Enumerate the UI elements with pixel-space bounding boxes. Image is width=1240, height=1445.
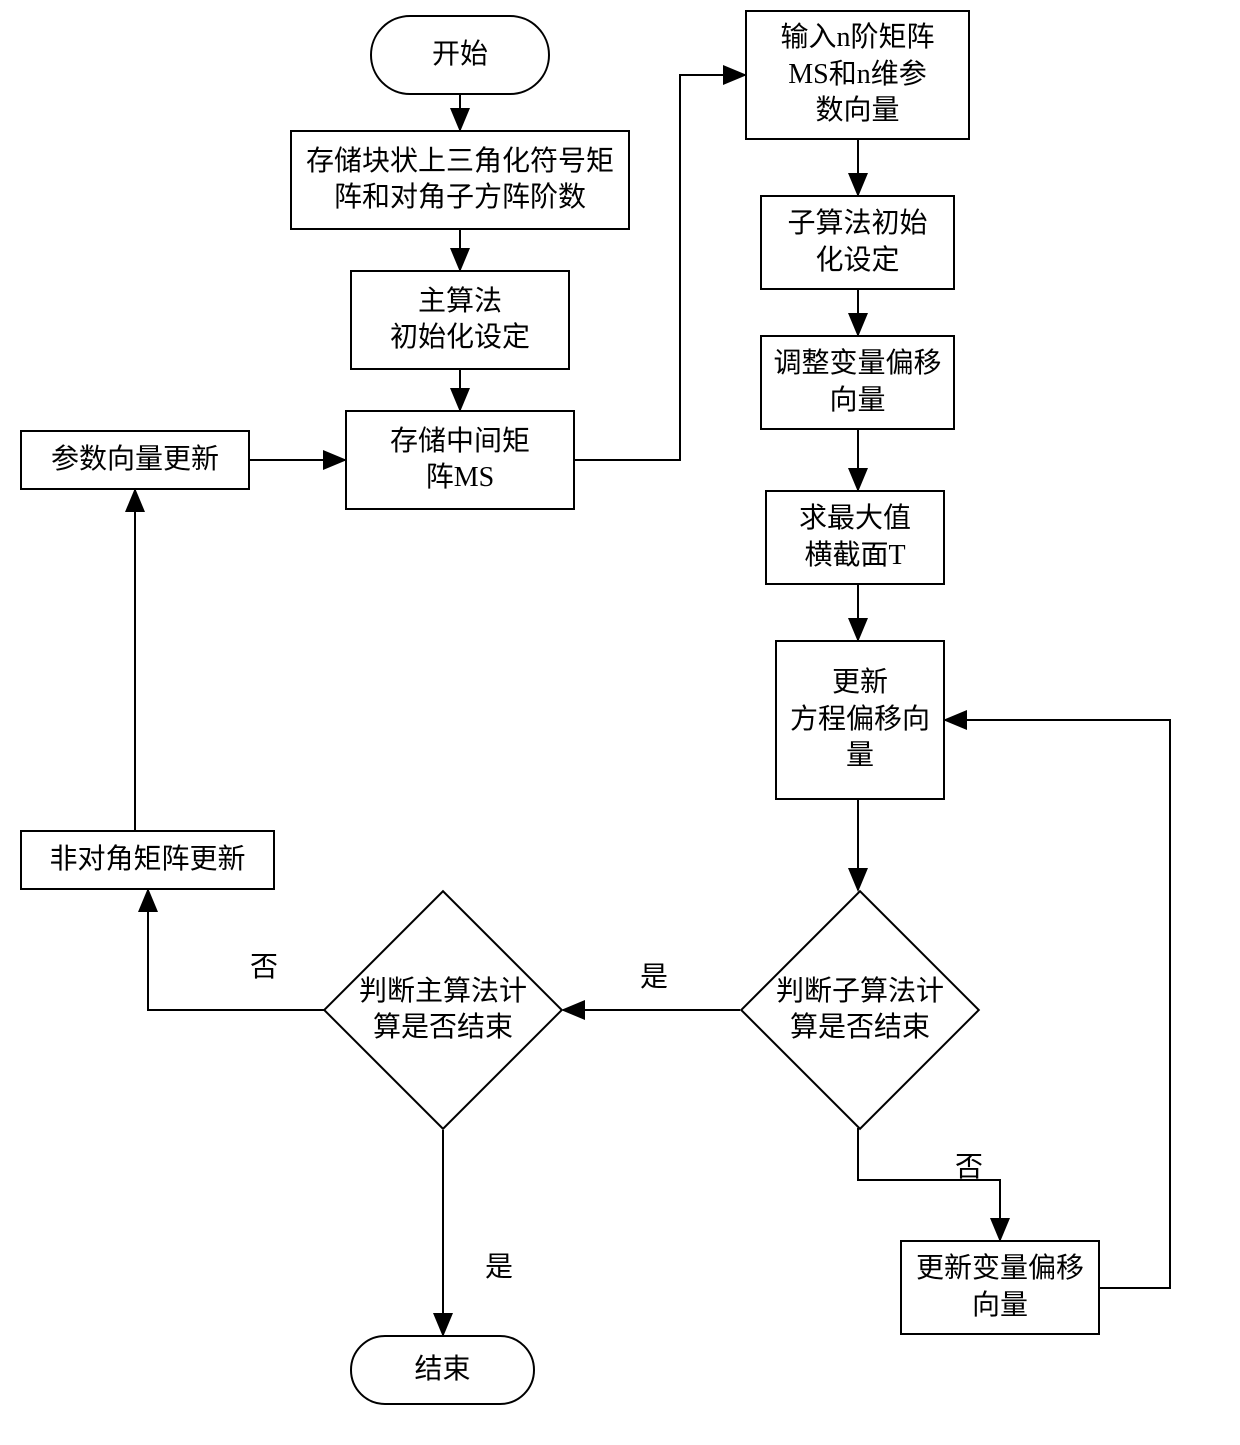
edge-label-main-no: 否 bbox=[250, 945, 278, 985]
node-dec-main-label: 判断主算法计算是否结束 bbox=[359, 974, 527, 1047]
node-store-ms: 存储中间矩阵MS bbox=[345, 410, 575, 510]
edge-label-sub-yes: 是 bbox=[640, 955, 668, 995]
node-max-cross: 求最大值横截面T bbox=[765, 490, 945, 585]
node-store-block-label: 存储块状上三角化符号矩阵和对角子方阵阶数 bbox=[300, 144, 620, 217]
node-input-ms: 输入n阶矩阵MS和n维参数向量 bbox=[745, 10, 970, 140]
edge-label-sub-no-text: 否 bbox=[955, 1152, 983, 1183]
edge-label-sub-no: 否 bbox=[955, 1145, 983, 1185]
node-store-block: 存储块状上三角化符号矩阵和对角子方阵阶数 bbox=[290, 130, 630, 230]
node-end: 结束 bbox=[350, 1335, 535, 1405]
node-param-update-label: 参数向量更新 bbox=[51, 442, 219, 478]
node-adjust-var: 调整变量偏移向量 bbox=[760, 335, 955, 430]
node-sub-init-label: 子算法初始化设定 bbox=[787, 206, 927, 279]
node-input-ms-label: 输入n阶矩阵MS和n维参数向量 bbox=[780, 20, 934, 129]
node-end-label: 结束 bbox=[414, 1352, 470, 1388]
node-max-cross-label: 求最大值横截面T bbox=[799, 501, 911, 574]
node-main-init: 主算法初始化设定 bbox=[350, 270, 570, 370]
node-start: 开始 bbox=[370, 15, 550, 95]
node-start-label: 开始 bbox=[432, 37, 488, 73]
node-offdiag-update: 非对角矩阵更新 bbox=[20, 830, 275, 890]
node-adjust-var-label: 调整变量偏移向量 bbox=[773, 346, 941, 419]
node-sub-init: 子算法初始化设定 bbox=[760, 195, 955, 290]
node-update-var: 更新变量偏移向量 bbox=[900, 1240, 1100, 1335]
node-param-update: 参数向量更新 bbox=[20, 430, 250, 490]
node-dec-main: 判断主算法计算是否结束 bbox=[323, 960, 563, 1060]
node-dec-sub-label: 判断子算法计算是否结束 bbox=[776, 974, 944, 1047]
edge-label-main-yes-text: 是 bbox=[485, 1252, 513, 1283]
edge-label-main-no-text: 否 bbox=[250, 952, 278, 983]
edge-label-sub-yes-text: 是 bbox=[640, 962, 668, 993]
node-update-eq: 更新方程偏移向量 bbox=[775, 640, 945, 800]
node-offdiag-update-label: 非对角矩阵更新 bbox=[49, 842, 245, 878]
node-dec-sub: 判断子算法计算是否结束 bbox=[740, 960, 980, 1060]
node-update-var-label: 更新变量偏移向量 bbox=[916, 1251, 1084, 1324]
node-update-eq-label: 更新方程偏移向量 bbox=[790, 665, 930, 774]
node-main-init-label: 主算法初始化设定 bbox=[390, 284, 530, 357]
edge-label-main-yes: 是 bbox=[485, 1245, 513, 1285]
node-store-ms-label: 存储中间矩阵MS bbox=[390, 424, 530, 497]
